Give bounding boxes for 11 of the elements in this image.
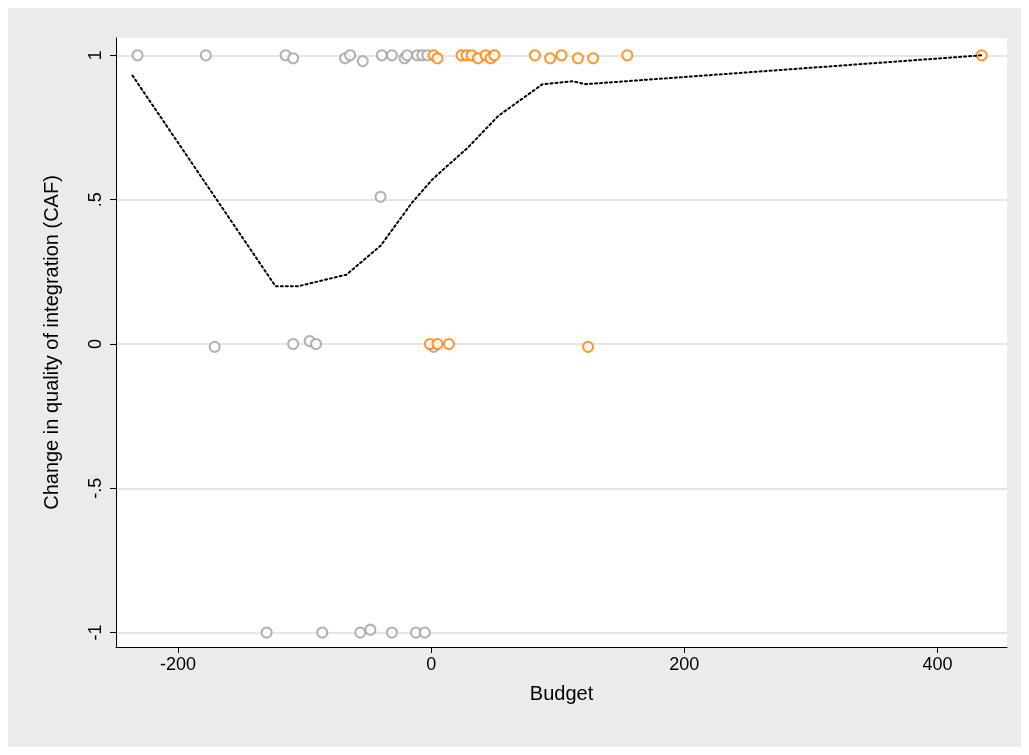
x-tick-label: -200 (160, 654, 197, 674)
x-tick-label: 400 (922, 654, 953, 674)
x-tick-label: 200 (669, 654, 700, 674)
y-tick-label: 1 (85, 50, 105, 61)
y-tick-label: -.5 (85, 477, 105, 499)
x-axis-title: Budget (529, 682, 594, 704)
y-axis-title: Change in quality of integration (CAF) (40, 175, 62, 510)
y-tick-label: 0 (85, 338, 105, 349)
y-tick-label: .5 (85, 192, 105, 208)
x-tick-label: 0 (426, 654, 437, 674)
y-tick-label: -1 (85, 624, 105, 641)
